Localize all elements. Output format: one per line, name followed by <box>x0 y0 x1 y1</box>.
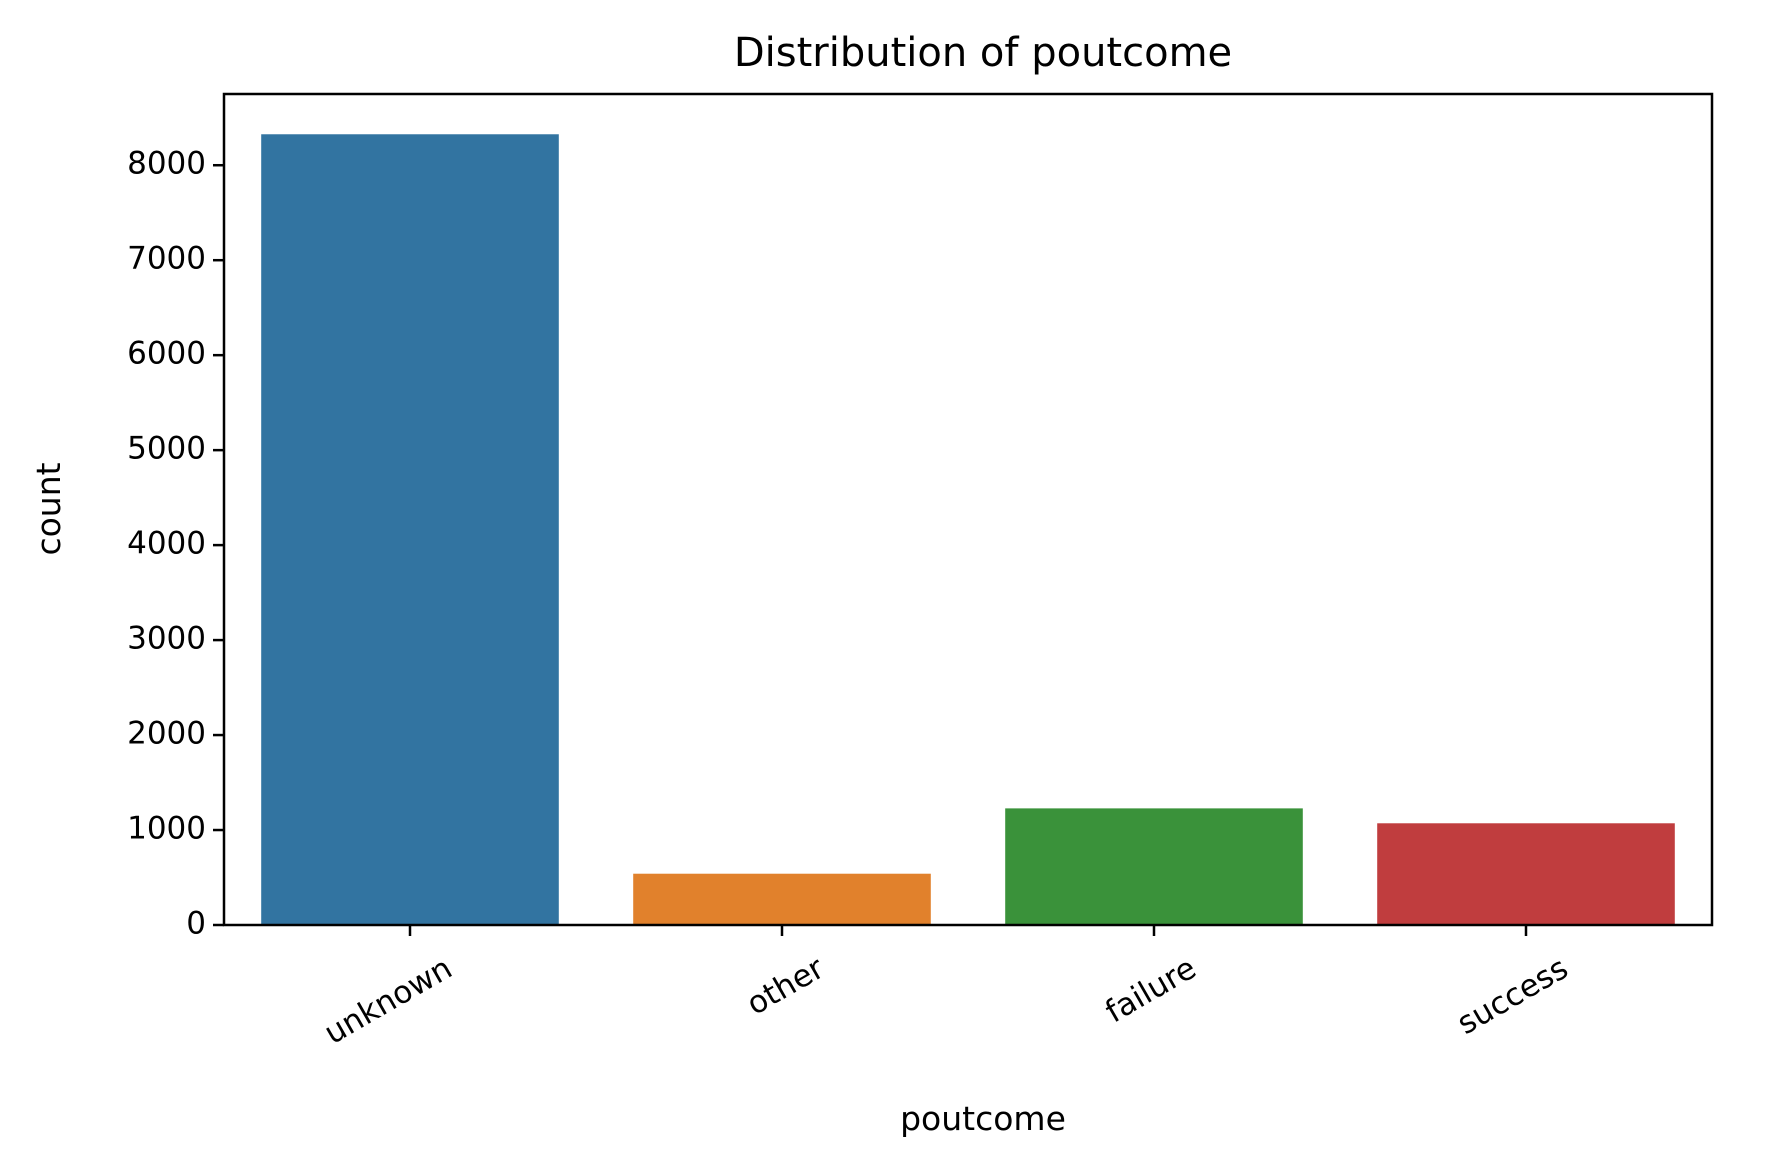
bar-failure <box>1005 808 1303 925</box>
x-axis-label: poutcome <box>900 1099 1066 1138</box>
bars-group <box>261 134 1675 925</box>
y-tick-label-1000: 1000 <box>127 811 206 847</box>
bar-other <box>633 873 931 925</box>
y-tick-label-7000: 7000 <box>127 241 206 277</box>
y-tick-label-6000: 6000 <box>127 336 206 372</box>
y-tick-label-5000: 5000 <box>127 431 206 467</box>
y-tick-label-2000: 2000 <box>127 716 206 752</box>
y-tick-label-3000: 3000 <box>127 621 206 657</box>
y-tick-label-0: 0 <box>186 906 206 942</box>
bar-unknown <box>261 134 559 925</box>
y-tick-label-4000: 4000 <box>127 526 206 562</box>
y-tick-label-8000: 8000 <box>127 146 206 182</box>
y-axis-label: count <box>29 462 68 555</box>
bar-success <box>1377 823 1675 925</box>
plot-frame <box>222 92 1714 927</box>
chart-title: Distribution of poutcome <box>734 30 1232 76</box>
y-axis: 0 1000 2000 3000 4000 5000 6000 7000 8000 <box>127 146 224 942</box>
